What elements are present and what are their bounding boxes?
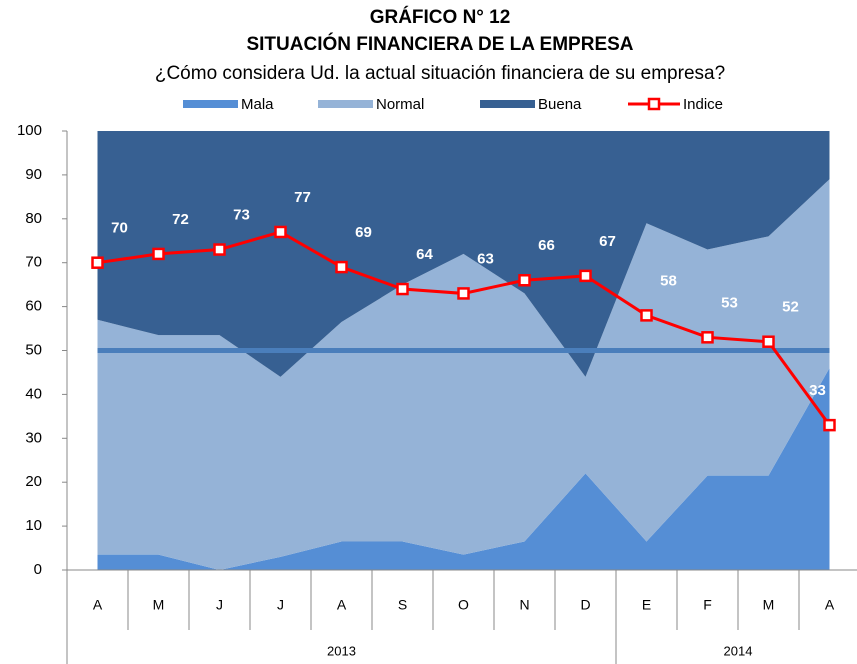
x-tick-label: F (703, 597, 712, 613)
legend-swatch (480, 100, 535, 108)
x-tick-label: A (93, 597, 103, 613)
index-marker (762, 335, 775, 348)
x-tick-label: J (277, 597, 284, 613)
x-tick-label: E (642, 597, 651, 613)
chart-question: ¿Cómo considera Ud. la actual situación … (155, 63, 725, 84)
y-tick-label: 60 (25, 298, 42, 315)
x-tick-label: O (458, 597, 469, 613)
x-tick-label: S (398, 597, 407, 613)
index-marker (274, 225, 287, 239)
x-tick-label: A (825, 597, 835, 613)
data-label: 67 (599, 233, 616, 250)
data-label: 69 (355, 224, 372, 241)
x-tick-label: N (519, 597, 529, 613)
area (97, 131, 830, 377)
legend-label: Indice (683, 96, 723, 113)
index-marker (701, 331, 714, 344)
index-marker (823, 418, 836, 432)
y-tick-label: 80 (25, 210, 42, 227)
legend-label: Mala (241, 96, 274, 113)
y-tick-label: 40 (25, 385, 42, 402)
chart-title: GRÁFICO N° 12 (370, 6, 511, 28)
area (97, 368, 830, 570)
x-tick-label: M (763, 597, 775, 613)
legend-label: Buena (538, 96, 582, 113)
data-label: 66 (538, 237, 555, 254)
index-marker (457, 287, 470, 300)
chart-subtitle: SITUACIÓN FINANCIERA DE LA EMPRESA (246, 33, 633, 55)
data-label: 77 (294, 189, 311, 206)
y-tick-label: 90 (25, 166, 42, 183)
index-marker (91, 256, 104, 269)
year-label: 2014 (724, 643, 753, 658)
area (97, 179, 830, 571)
data-label: 70 (111, 220, 128, 237)
y-tick-label: 10 (25, 517, 42, 534)
y-tick-label: 100 (17, 122, 42, 139)
legend-label: Normal (376, 96, 424, 113)
legend-swatch (318, 100, 373, 108)
data-label: 53 (721, 294, 738, 311)
x-tick-label: M (153, 597, 165, 613)
legend-swatch (183, 100, 238, 108)
y-tick-label: 50 (25, 341, 42, 358)
index-marker (579, 269, 592, 283)
index-marker (396, 282, 409, 296)
legend-marker (647, 97, 661, 111)
index-marker (213, 243, 226, 256)
index-marker (335, 260, 348, 274)
x-tick-label: A (337, 597, 347, 613)
index-marker (640, 309, 653, 322)
y-tick-label: 0 (34, 561, 42, 578)
data-label: 72 (172, 211, 189, 228)
x-tick-label: J (216, 597, 223, 613)
y-tick-label: 20 (25, 473, 42, 490)
index-marker (518, 274, 531, 287)
data-label: 33 (809, 382, 826, 399)
y-tick-label: 70 (25, 254, 42, 271)
x-tick-label: D (580, 597, 590, 613)
data-label: 73 (233, 206, 250, 223)
data-label: 58 (660, 272, 677, 289)
index-marker (152, 247, 165, 261)
data-label: 52 (782, 299, 799, 316)
data-label: 63 (477, 250, 494, 267)
y-tick-label: 30 (25, 429, 42, 446)
data-label: 64 (416, 246, 433, 263)
year-label: 2013 (327, 643, 356, 658)
